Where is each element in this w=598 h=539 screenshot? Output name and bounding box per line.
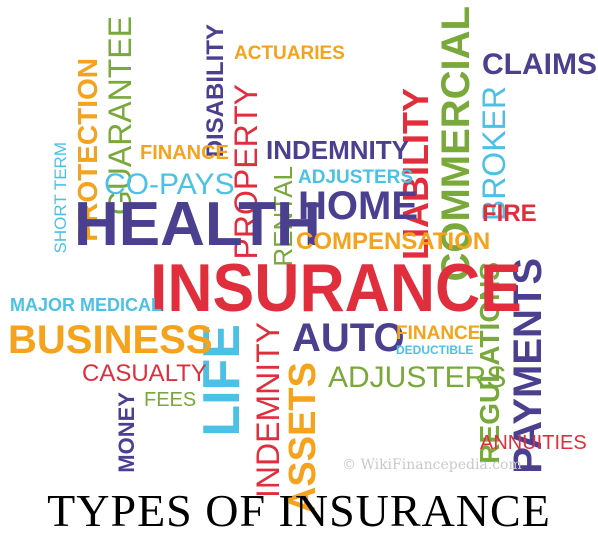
- word-co-pays: CO-PAYS: [104, 168, 235, 201]
- word-actuaries: ACTUARIES: [234, 43, 345, 64]
- word-short-term: SHORT TERM: [51, 142, 70, 254]
- word-insurance: INSURANCE: [150, 250, 522, 326]
- caption-title: TYPES OF INSURANCE: [47, 485, 551, 536]
- word-money: MONEY: [114, 392, 139, 473]
- word-annuities: ANNUITIES: [480, 432, 587, 454]
- word-claims: CLAIMS: [482, 48, 597, 81]
- word-finance-top: FINANCE: [140, 142, 229, 164]
- word-casualty: CASUALTY: [82, 360, 207, 387]
- word-finance-mid: FINANCE: [396, 323, 481, 344]
- word-health: HEALTH: [74, 190, 321, 259]
- word-fire: FIRE: [482, 200, 537, 227]
- watermark: © WikiFinancepedia.com: [342, 457, 522, 473]
- word-deductible: DEDUCTIBLE: [396, 343, 474, 357]
- word-disability: DISABILITY: [202, 24, 229, 158]
- word-indemnity-vertical: INDEMNITY: [250, 322, 286, 498]
- word-auto: AUTO: [292, 316, 405, 360]
- word-major-medical: MAJOR MEDICAL: [10, 295, 162, 315]
- word-adjusters-mid: ADJUSTERS: [328, 361, 507, 394]
- word-adjusters-top: ADJUSTERS: [298, 167, 414, 188]
- word-business: BUSINESS: [8, 318, 213, 362]
- word-indemnity-top: INDEMNITY: [266, 135, 409, 165]
- word-compensation: COMPENSATION: [296, 228, 491, 255]
- word-home: HOME: [298, 184, 418, 228]
- word-fees: FEES: [144, 389, 197, 411]
